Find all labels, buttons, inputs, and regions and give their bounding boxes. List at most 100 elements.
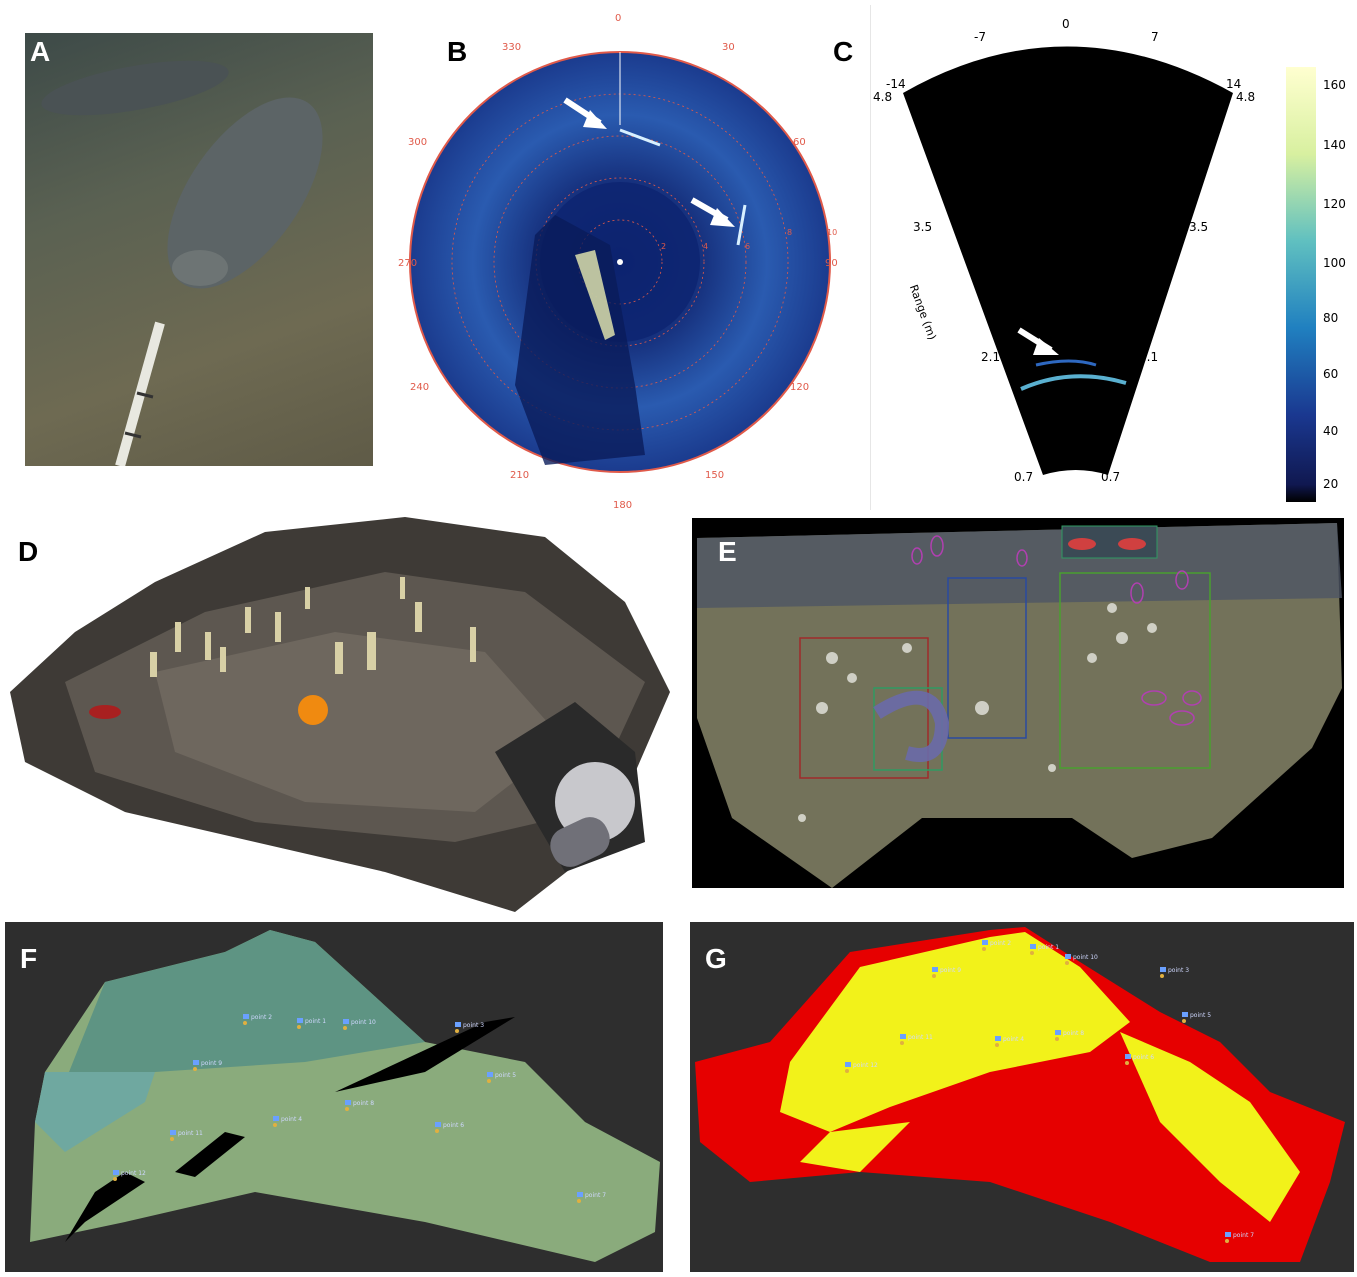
fish-echo-2: [736, 204, 747, 246]
panel-a-letter: A: [30, 36, 51, 67]
rockfish-shape: [89, 705, 121, 719]
bearing-label: 210: [510, 470, 530, 481]
point-marker: point 8: [345, 1100, 374, 1111]
point-marker: point 12: [113, 1170, 146, 1181]
ring-label: 8: [787, 228, 793, 237]
range-label: 3.5: [913, 220, 933, 234]
point-marker: point 7: [577, 1192, 606, 1203]
panel-d-letter: D: [18, 536, 39, 567]
bearing-label: 240: [410, 382, 430, 393]
range-label: 2.1: [1139, 350, 1159, 364]
point-marker: point 6: [1125, 1054, 1154, 1065]
point-marker: point 1: [1030, 944, 1059, 955]
instrument-cylinder: [550, 817, 610, 867]
range-label: 2.1: [981, 350, 1001, 364]
model-textured: [30, 930, 660, 1262]
point-marker: point 3: [455, 1022, 484, 1033]
specimens: [798, 603, 1157, 822]
top-tick: -7: [974, 30, 986, 44]
panel-g-letter: G: [705, 943, 727, 974]
top-tick: -14: [886, 77, 906, 91]
frame-shadow: [515, 215, 645, 465]
point-marker: point 6: [435, 1122, 464, 1133]
box-blue: [947, 577, 1027, 739]
colorbar-tick: 80: [1323, 311, 1339, 325]
panel-a-fish-photo: [25, 33, 373, 466]
corner-range: 4.8: [873, 90, 893, 104]
fish-shape-main: [167, 97, 323, 289]
panel-d-panorama: [5, 512, 680, 922]
bearing-label: 150: [705, 470, 725, 481]
stakes: [150, 577, 476, 677]
bearing-label: 120: [790, 382, 810, 393]
point-marker: point 9: [932, 967, 961, 978]
fish-shape-top: [41, 60, 229, 116]
point-marker: point 10: [1065, 954, 1098, 965]
panorama-mosaic: [10, 517, 670, 912]
bearing-label: 90: [825, 258, 838, 269]
fish-echo: [1020, 374, 1127, 391]
model-classified: [695, 927, 1345, 1262]
arrow-icon: [710, 208, 735, 227]
sonar-fan: [903, 46, 1233, 475]
top-tick: 0: [1062, 17, 1070, 31]
point-marker: point 11: [170, 1130, 203, 1141]
panel-f-letter: F: [20, 943, 38, 974]
corner-range: 4.8: [1236, 90, 1256, 104]
annotated-seafloor: [697, 523, 1342, 888]
range-label: 3.5: [1189, 220, 1209, 234]
bearing-label: 60: [793, 137, 806, 148]
colorbar-tick: 160: [1323, 78, 1346, 92]
ring-label: 2: [661, 242, 667, 251]
point-marker: point 8: [1055, 1030, 1084, 1041]
panel-g-3d-model-classified: point 2 point 1 point 10 point 3 point 9…: [690, 922, 1354, 1272]
panel-f-3d-model-texture: point 2 point 1 point 10 point 3 point 9…: [5, 922, 663, 1272]
colorbar-tick: 20: [1323, 477, 1339, 491]
eel-shape: [873, 690, 950, 762]
bearing-label: 270: [398, 258, 418, 269]
box-green-large: [1059, 572, 1211, 769]
panel-c-sonar-fan: -7 0 7 -14 14 4.8 4.8 3.5 3.5 2.1 2.1 0.…: [870, 5, 1351, 510]
point-marker: point 2: [982, 940, 1011, 951]
colorbar-tick: 120: [1323, 197, 1346, 211]
fish-scene: [41, 60, 323, 466]
panel-e-annotated-mosaic: [692, 518, 1344, 888]
bearing-label: 180: [613, 500, 633, 511]
range-label: 0.7: [1014, 470, 1034, 484]
sonar-fan-plot: [903, 46, 1316, 502]
point-marker: point 2: [243, 1014, 272, 1025]
terrain-yellow: [780, 932, 1130, 1132]
panel-e-letter: E: [718, 536, 737, 567]
arrow-icon: [1033, 338, 1059, 355]
point-marker: point 7: [1225, 1232, 1254, 1243]
panel-b-sonar-polar: 0 30 60 90 120 150 180 210 240 270 300 3…: [395, 5, 855, 515]
point-marker: point 4: [273, 1116, 302, 1127]
point-marker: point 1: [297, 1018, 326, 1029]
bearing-label: 30: [722, 42, 735, 53]
panel-b-letter: B: [447, 36, 468, 67]
point-marker: point 10: [343, 1019, 376, 1030]
bearing-label: 0: [615, 13, 622, 24]
ring-label: 10: [827, 228, 838, 237]
point-marker: point 4: [995, 1036, 1024, 1047]
point-marker: point 5: [1182, 1012, 1211, 1023]
point-marker: point 9: [193, 1060, 222, 1071]
colorbar-tick: 140: [1323, 138, 1346, 152]
colorbar-tick: 100: [1323, 256, 1346, 270]
colorbar-tick: 60: [1323, 367, 1339, 381]
fish-head: [172, 250, 228, 286]
ring-label: 4: [703, 242, 709, 251]
instrument-disc: [555, 762, 635, 842]
seafloor-mosaic: [697, 523, 1342, 888]
bearing-label: 300: [408, 137, 428, 148]
colorbar-tick: 40: [1323, 424, 1339, 438]
colorbar: [1286, 67, 1316, 502]
top-tick: 14: [1226, 77, 1242, 91]
purple-annotations: [911, 535, 1202, 726]
panel-c-letter: C: [833, 36, 854, 67]
point-marker: point 11: [900, 1034, 933, 1045]
urchin-shape: [298, 695, 328, 725]
sonar-polar-plot: [409, 51, 831, 473]
arrow-icon: [583, 110, 607, 129]
bearing-label: 330: [502, 42, 522, 53]
